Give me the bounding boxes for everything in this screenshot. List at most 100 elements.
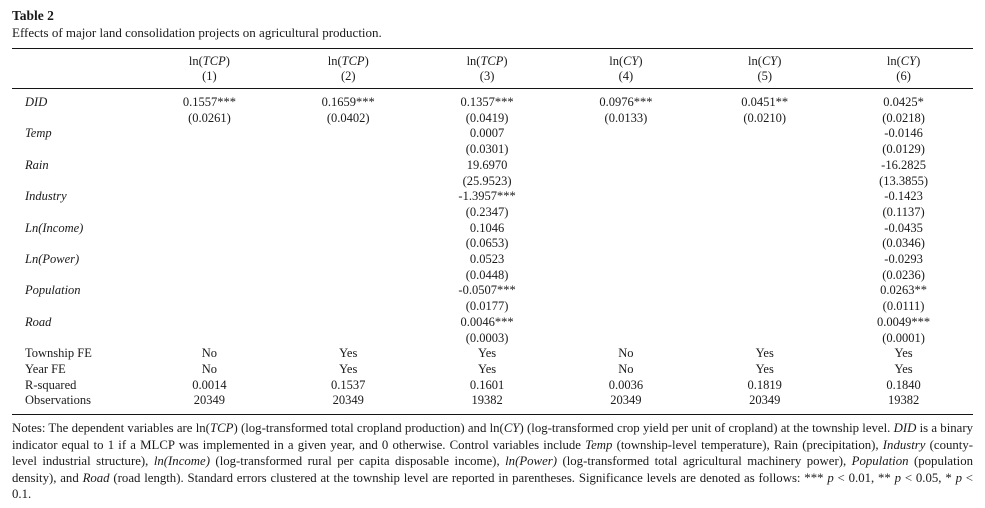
- se-cell: (25.9523): [462, 173, 512, 188]
- se-row: (0.0301) (0.0129): [12, 142, 973, 158]
- row-label: Road: [25, 314, 52, 329]
- coef-cell: [140, 315, 279, 331]
- stat-value-cell: 19382: [417, 393, 557, 416]
- se-cell: [279, 205, 418, 221]
- coef-cell: [140, 252, 279, 268]
- header-row: ln(TCP) (1) ln(TCP) (2) ln(TCP) (3) ln(CY) (4) l…: [12, 48, 973, 89]
- stat-value-cell: Yes: [755, 361, 774, 376]
- column-number: (4): [618, 69, 634, 83]
- coef-row: Rain 19.6970 -16.2825: [12, 158, 973, 174]
- stat-value-cell: 20349: [140, 393, 279, 416]
- table-body: DID 0.1557*** 0.1659*** 0.1357*** 0.0976*** 0…: [12, 89, 973, 416]
- se-cell: (0.0133): [604, 110, 648, 125]
- header-cell: ln(CY) (6): [834, 48, 973, 89]
- se-cell: (0.0218): [882, 110, 925, 125]
- se-cell: (0.0177): [465, 299, 509, 314]
- coef-cell: [279, 126, 418, 142]
- coef-cell: [695, 158, 834, 174]
- coef-cell: [695, 221, 834, 237]
- coef-cell: 0.0523: [469, 252, 505, 267]
- se-cell: [556, 174, 695, 190]
- row-label: DID: [25, 95, 48, 109]
- coef-cell: [556, 126, 695, 142]
- coef-cell: [279, 221, 418, 237]
- se-cell: (0.1137): [882, 204, 925, 219]
- se-cell: (0.0419): [465, 110, 509, 125]
- column-number: (6): [896, 69, 911, 83]
- row-label-spacer: [12, 142, 140, 158]
- coef-cell: [140, 283, 279, 299]
- coef-cell: [140, 126, 279, 142]
- notes-text: Notes: The dependent variables are ln(TC…: [12, 421, 974, 502]
- row-label-spacer: [12, 111, 140, 127]
- stat-value-cell: Yes: [894, 346, 913, 361]
- column-dep-label: ln(CY): [886, 54, 921, 68]
- se-cell: (0.0346): [882, 236, 925, 251]
- coef-cell: 19.6970: [466, 157, 508, 172]
- column-dep-label: ln(CY): [748, 54, 782, 68]
- coef-cell: [279, 252, 418, 268]
- se-cell: (0.0003): [465, 330, 509, 345]
- se-cell: [140, 205, 279, 221]
- se-cell: (0.0210): [743, 110, 787, 125]
- coef-cell: [279, 189, 418, 205]
- se-cell: [279, 236, 418, 252]
- coef-cell: 0.0976***: [599, 95, 653, 109]
- coef-cell: [140, 221, 279, 237]
- stat-value-cell: 0.1840: [886, 377, 921, 392]
- stat-value-cell: Yes: [755, 346, 774, 361]
- se-cell: [695, 236, 834, 252]
- stat-value-cell: No: [201, 346, 218, 361]
- stat-value-cell: Yes: [339, 361, 358, 376]
- coef-cell: 0.0425*: [883, 95, 924, 109]
- se-cell: [556, 205, 695, 221]
- stat-value-cell: 0.1819: [747, 377, 782, 392]
- se-cell: (0.0111): [882, 299, 925, 314]
- coef-cell: [279, 315, 418, 331]
- se-row: (0.0448) (0.0236): [12, 268, 973, 284]
- se-cell: [140, 174, 279, 190]
- coef-cell: -0.0507***: [458, 283, 516, 298]
- stat-value-cell: 20349: [695, 393, 835, 416]
- se-cell: (0.0448): [465, 267, 509, 282]
- se-row: (0.2347) (0.1137): [12, 205, 973, 221]
- regression-table: ln(TCP) (1) ln(TCP) (2) ln(TCP) (3) ln(CY) (4) l…: [12, 48, 973, 416]
- se-cell: (0.0236): [882, 267, 925, 282]
- se-cell: [556, 236, 695, 252]
- se-row: (25.9523) (13.3855): [12, 174, 973, 190]
- coef-cell: [695, 189, 834, 205]
- stat-row-label: Observations: [12, 393, 140, 416]
- header-cell: ln(TCP) (3): [417, 48, 557, 89]
- se-cell: (0.0261): [188, 110, 231, 125]
- se-cell: [695, 142, 834, 158]
- stat-row-label: Township FE: [25, 346, 92, 361]
- se-cell: [279, 142, 418, 158]
- coef-cell: [140, 189, 279, 205]
- table-caption: Effects of major land consolidation proj…: [12, 25, 382, 40]
- header-cell: ln(TCP) (2): [278, 48, 418, 89]
- row-label-spacer: [12, 268, 140, 284]
- stat-value-cell: 0.0036: [608, 377, 644, 392]
- se-cell: [695, 331, 834, 347]
- coef-cell: [695, 315, 834, 331]
- row-label: Ln(Income): [25, 220, 84, 235]
- column-dep-label: ln(TCP): [188, 54, 230, 68]
- se-cell: (0.2347): [465, 204, 509, 219]
- header-spacer: [12, 48, 140, 89]
- column-dep-label: ln(CY): [609, 54, 643, 68]
- stat-value-cell: 20349: [556, 393, 696, 416]
- coef-cell: [279, 158, 418, 174]
- se-cell: [140, 236, 279, 252]
- se-row: (0.0653) (0.0346): [12, 236, 973, 252]
- coef-cell: [556, 283, 695, 299]
- se-cell: (0.0402): [326, 110, 370, 125]
- coef-cell: [695, 283, 834, 299]
- se-cell: [556, 142, 695, 158]
- stat-value-cell: No: [201, 361, 218, 376]
- se-cell: (0.0129): [882, 142, 925, 157]
- column-dep-label: ln(TCP): [466, 54, 508, 68]
- stat-row: R-squared 0.0014 0.1537 0.1601 0.0036 0.1819 0…: [12, 378, 973, 394]
- stat-row-label: R-squared: [25, 377, 77, 392]
- coef-cell: [556, 315, 695, 331]
